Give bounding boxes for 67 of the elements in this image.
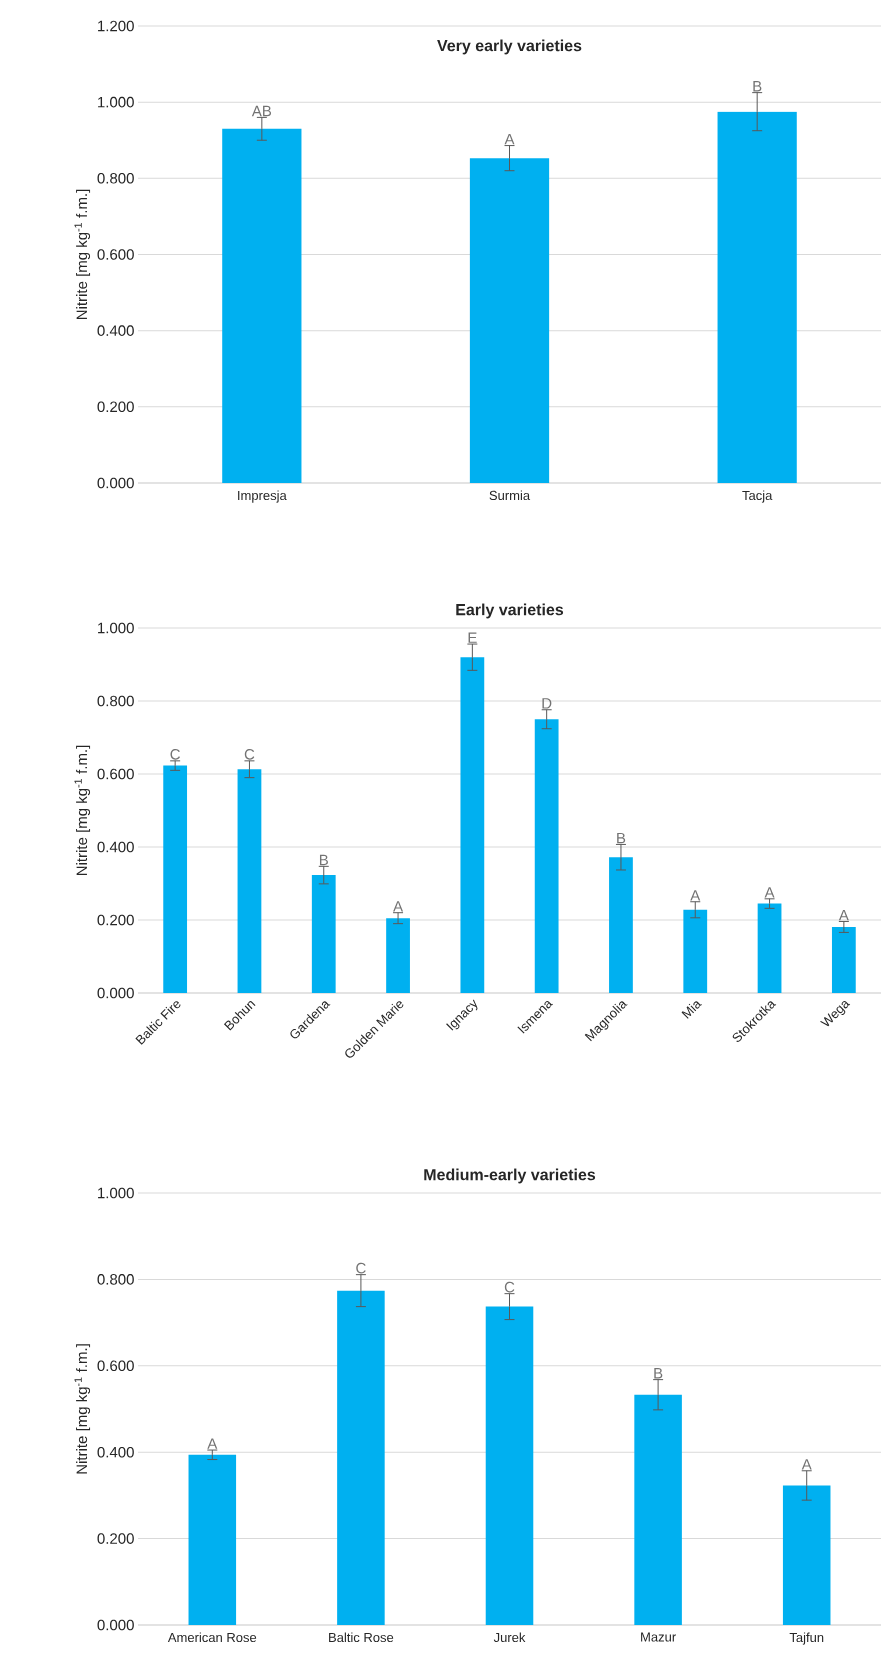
bar [460, 657, 485, 993]
y-tick-label: 0.400 [97, 841, 134, 853]
annotation: B [753, 81, 762, 92]
y-tick-label: 1.000 [98, 622, 134, 634]
y-axis-title: Nitrite [mg kg$^{-1}$ f.m.] [74, 745, 91, 876]
bar [782, 1485, 831, 1625]
chart-title: Early varieties [456, 603, 564, 619]
annotation: E [468, 632, 477, 643]
x-tick-label: Surmia [489, 490, 531, 501]
y-tick-label: 1.000 [98, 96, 134, 108]
chart-title: Medium-early varieties [424, 1168, 596, 1184]
y-axis-title: Nitrite [mg kg$^{-1}$ f.m.] [74, 1344, 91, 1474]
bar [534, 719, 559, 993]
x-tick-label: Mia [681, 1001, 702, 1019]
y-tick-label: 0.800 [97, 695, 134, 707]
annotation: A [504, 134, 515, 145]
annotation: A [801, 1459, 812, 1470]
bar [311, 875, 336, 993]
annotation: AB [251, 105, 272, 117]
annotation: C [244, 749, 255, 760]
y-tick-label: 1.000 [98, 1187, 134, 1199]
y-tick-label: 0.000 [97, 987, 134, 999]
annotation: A [764, 887, 775, 898]
annotation: A [838, 909, 849, 921]
annotation: D [542, 698, 552, 709]
y-tick-label: 0.600 [97, 249, 134, 260]
bar [386, 918, 410, 993]
y-tick-label: 0.200 [97, 401, 134, 413]
bar [609, 857, 633, 993]
bar [683, 909, 708, 993]
y-tick-label: 0.400 [97, 1446, 134, 1458]
y-tick-label: 0.800 [97, 173, 134, 184]
annotation: A [207, 1438, 218, 1449]
y-tick-label: 0.600 [97, 1360, 134, 1372]
bar [237, 769, 262, 993]
annotation: A [393, 901, 404, 912]
bar [337, 1290, 385, 1625]
bar [757, 903, 782, 993]
y-tick-label: 0.800 [97, 1274, 134, 1285]
bar [634, 1394, 682, 1625]
x-tick-label: Mazur [641, 1632, 676, 1642]
x-tick-label: Baltic Rose [329, 1632, 394, 1643]
y-axis-title: Nitrite [mg kg$^{-1}$ f.m.] [74, 189, 91, 320]
y-tick-label: 0.400 [97, 325, 134, 336]
bar [485, 1306, 534, 1625]
annotation: B [654, 1368, 663, 1379]
bar [163, 765, 188, 993]
x-tick-label: Tacja [742, 490, 773, 503]
x-tick-label: Tajfun [789, 1632, 824, 1645]
text: Very early varieties [437, 39, 582, 55]
x-tick-label: American Rose [167, 1632, 257, 1643]
annotation: B [617, 832, 626, 844]
annotation: C [170, 749, 180, 760]
y-tick-label: 0.000 [97, 1619, 134, 1631]
bar [188, 1454, 237, 1625]
y-tick-label: 0.000 [97, 477, 134, 489]
y-tick-label: 1.200 [98, 20, 134, 32]
annotation: C [504, 1281, 515, 1293]
x-tick-label: Impresja [238, 490, 287, 503]
y-tick-label: 0.200 [97, 914, 134, 926]
y-tick-label: 0.600 [97, 768, 134, 780]
annotation: B [319, 854, 328, 866]
bar [831, 926, 856, 993]
y-tick-label: 0.200 [97, 1533, 134, 1544]
annotation: A [690, 890, 701, 901]
x-tick-label: Jurek [493, 1632, 526, 1643]
annotation: C [356, 1262, 366, 1274]
